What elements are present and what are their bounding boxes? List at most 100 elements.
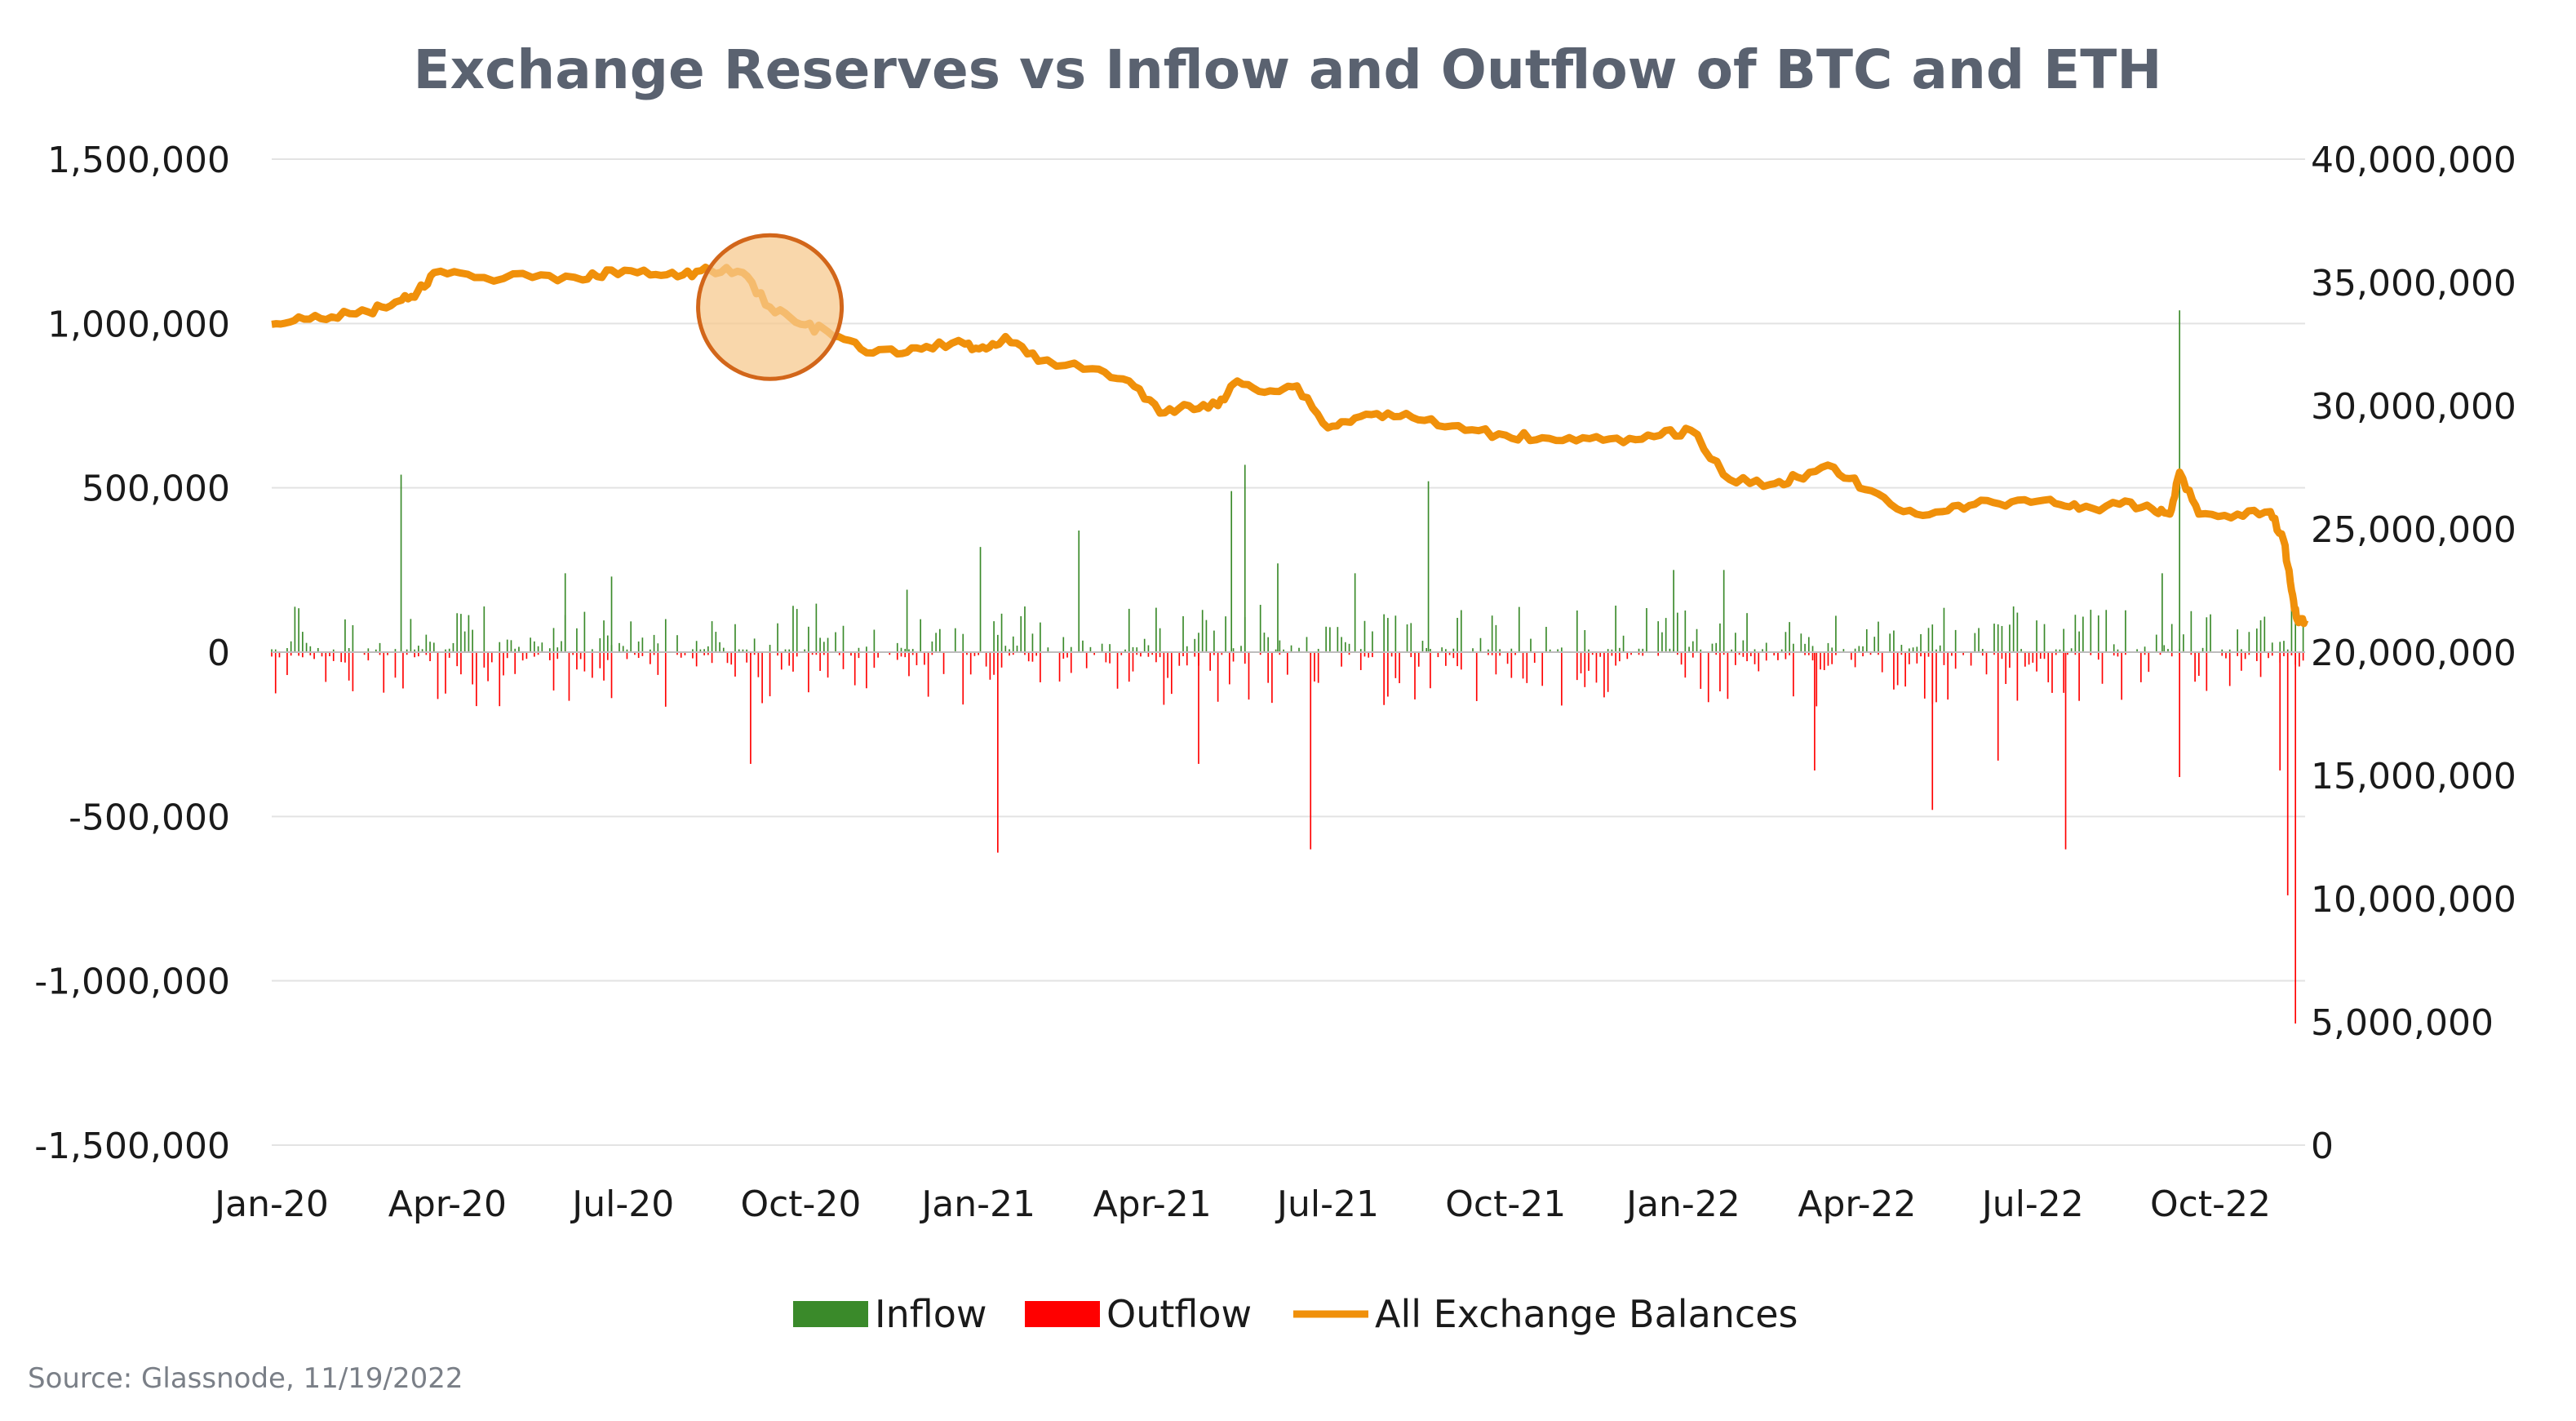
inflow-bar xyxy=(1317,648,1319,652)
inflow-bar xyxy=(1719,623,1721,652)
outflow-bar xyxy=(472,652,473,685)
outflow-bar xyxy=(2055,652,2057,655)
inflow-bar xyxy=(1931,624,1934,652)
inflow-bar xyxy=(676,635,678,652)
inflow-bar xyxy=(468,615,470,652)
inflow-bar xyxy=(499,642,501,652)
inflow-bar xyxy=(707,646,709,652)
outflow-bar xyxy=(429,652,431,662)
outflow-bar xyxy=(726,652,729,664)
inflow-bar xyxy=(2097,615,2099,652)
inflow-bar xyxy=(1354,573,1356,652)
outflow-bar xyxy=(750,652,752,764)
inflow-bar xyxy=(1445,649,1447,652)
inflow-bar xyxy=(274,649,277,652)
inflow-bar xyxy=(1406,624,1408,652)
inflow-bar xyxy=(1109,644,1111,652)
inflow-bar xyxy=(2020,649,2022,652)
inflow-bar xyxy=(1742,640,1745,652)
outflow-bar xyxy=(1120,652,1123,655)
outflow-bar xyxy=(1151,652,1153,655)
outflow-bar xyxy=(402,652,404,689)
inflow-bar xyxy=(1394,615,1397,652)
outflow-bar xyxy=(1430,652,1431,689)
outflow-bar xyxy=(1279,652,1281,655)
outflow-bar xyxy=(2090,652,2092,655)
y-right-tick-label: 40,000,000 xyxy=(2311,140,2516,181)
inflow-bar xyxy=(1646,608,1647,652)
outflow-bar xyxy=(866,652,867,689)
inflow-bar xyxy=(1147,645,1150,652)
outflow-bar xyxy=(460,652,462,675)
y-axis-right: 40,000,000 35,000,000 30,000,000 25,000,000… xyxy=(2311,140,2516,1167)
inflow-bar xyxy=(603,620,605,652)
outflow-bar xyxy=(796,652,798,657)
outflow-bar xyxy=(1719,652,1721,692)
inflow-bar xyxy=(561,641,562,652)
outflow-bar xyxy=(1588,652,1589,671)
x-tick-label: Oct-21 xyxy=(1445,1183,1566,1225)
outflow-bar xyxy=(503,652,504,676)
outflow-bar xyxy=(2228,652,2231,686)
outflow-bar xyxy=(1715,652,1718,655)
outflow-bar xyxy=(827,652,829,678)
outflow-bar xyxy=(506,652,508,659)
inflow-bar xyxy=(410,619,412,652)
inflow-bar xyxy=(1661,632,1663,652)
inflow-bar xyxy=(556,647,559,652)
outflow-bar xyxy=(1684,652,1687,678)
y-right-tick-label: 5,000,000 xyxy=(2311,1002,2494,1044)
inflow-bar xyxy=(1182,615,1184,652)
outflow-bar xyxy=(761,652,763,704)
outflow-bar xyxy=(634,652,636,655)
inflow-bar xyxy=(1456,617,1458,652)
inflow-bar xyxy=(2259,619,2262,652)
outflow-bar xyxy=(1040,652,1041,682)
x-tick-label: Apr-22 xyxy=(1798,1183,1916,1225)
inflow-bar xyxy=(1198,633,1199,652)
inflow-bar xyxy=(1920,634,1922,652)
outflow-bar xyxy=(418,652,419,657)
outflow-bar xyxy=(850,652,852,656)
legend-label: All Exchange Balances xyxy=(1375,1292,1798,1336)
inflow-bar xyxy=(1993,624,1995,652)
x-tick-label: Oct-22 xyxy=(2150,1183,2271,1225)
flow-bars xyxy=(271,310,2304,1024)
inflow-bar xyxy=(1561,647,1563,652)
inflow-bar xyxy=(1711,643,1714,652)
outflow-bar xyxy=(2074,652,2077,655)
inflow-bar xyxy=(1576,610,1578,652)
outflow-bar xyxy=(1746,652,1748,662)
inflow-bar xyxy=(1793,643,1794,652)
inflow-bar xyxy=(1263,633,1266,652)
outflow-bar xyxy=(406,652,408,655)
inflow-bar xyxy=(1622,635,1625,652)
inflow-bar xyxy=(2090,610,2092,652)
outflow-bar xyxy=(1475,652,1478,701)
inflow-bar xyxy=(2248,632,2250,652)
outflow-bar xyxy=(1611,652,1613,656)
source-note: Source: Glassnode, 11/19/2022 xyxy=(28,1362,463,1395)
outflow-bar xyxy=(962,652,964,705)
outflow-bar xyxy=(2302,652,2304,661)
outflow-bar xyxy=(769,652,771,697)
outflow-bar xyxy=(1951,652,1953,656)
outflow-bar xyxy=(1178,652,1181,666)
outflow-bar xyxy=(1619,652,1621,662)
outflow-bar xyxy=(2294,652,2296,1024)
inflow-bar xyxy=(1012,636,1014,652)
outflow-bar xyxy=(2063,652,2065,693)
outflow-bar xyxy=(2097,652,2099,660)
outflow-bar xyxy=(325,652,327,682)
outflow-bar xyxy=(1066,652,1068,658)
outflow-bar xyxy=(1105,652,1107,663)
outflow-bar xyxy=(2064,652,2067,850)
legend-swatch xyxy=(1025,1301,1100,1327)
outflow-bar xyxy=(1580,652,1582,674)
outflow-bar xyxy=(815,652,818,655)
outflow-bar xyxy=(383,652,385,693)
outflow-bar xyxy=(278,652,281,658)
outflow-bar xyxy=(2241,652,2242,671)
inflow-bar xyxy=(534,641,535,652)
inflow-bar xyxy=(1916,646,1918,652)
